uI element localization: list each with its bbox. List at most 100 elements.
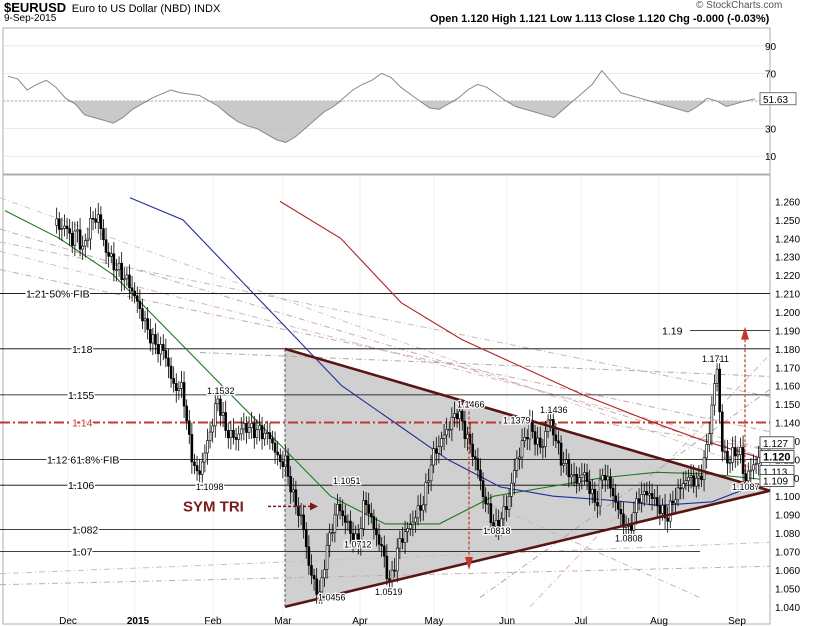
price-bar-body: [447, 428, 451, 431]
price-bar-body: [224, 412, 227, 431]
price-bar-body: [596, 502, 599, 507]
price-bar-body: [583, 472, 586, 476]
price-bar-body: [320, 577, 324, 593]
price-bar-body: [185, 405, 188, 422]
price-bar-body: [588, 481, 591, 494]
price-bar-body: [263, 432, 266, 440]
price-bar-body: [616, 502, 620, 510]
level-label: 1.082: [72, 524, 98, 536]
price-bar-body: [590, 488, 594, 494]
price-tick-label: 1.230: [775, 253, 800, 264]
price-badge: 1.127: [759, 436, 795, 450]
price-bar-body: [182, 382, 186, 407]
price-tick-label: 1.170: [775, 363, 800, 374]
price-bar-body: [497, 519, 500, 529]
price-bar-body: [213, 403, 217, 427]
price-bar-body: [479, 469, 482, 481]
price-bar-body: [416, 505, 420, 519]
rsi-tick-label: 70: [765, 69, 777, 80]
rsi-current-badge: 51.63: [759, 92, 797, 106]
price-bar-body: [541, 446, 545, 448]
price-bar-body: [525, 437, 529, 440]
price-badge: 1.109: [759, 474, 795, 488]
price-annotation: 1.1051: [333, 476, 361, 486]
price-bar-body: [434, 448, 438, 454]
price-bar-body: [271, 438, 274, 444]
rsi-tick-label: 10: [765, 152, 777, 163]
trend-line: [0, 565, 771, 586]
price-bar-body: [343, 515, 347, 523]
price-bar-body: [346, 520, 350, 523]
trend-line: [0, 269, 771, 433]
price-bar-body: [684, 480, 688, 484]
price-tick-label: 1.160: [775, 382, 800, 393]
price-tick-label: 1.080: [775, 529, 800, 540]
price-bar-body: [505, 506, 508, 510]
price-bar-body: [94, 218, 97, 223]
price-bar-body: [739, 447, 742, 455]
price-bar-body: [424, 482, 428, 506]
price-bar-body: [601, 475, 604, 481]
price-bar-body: [458, 410, 461, 420]
price-tick-label: 1.090: [775, 511, 800, 522]
price-bar-body: [557, 440, 560, 444]
price-bar-body: [70, 233, 74, 246]
price-tick-label: 1.260: [775, 197, 800, 208]
trend-line: [0, 197, 771, 475]
level-label: 1.18: [72, 344, 93, 356]
price-bar-body: [398, 538, 402, 549]
price-bar-body: [512, 470, 516, 484]
price-bar-body: [450, 416, 454, 430]
price-bar-body: [466, 433, 469, 440]
x-tick-label: Sep: [728, 616, 746, 626]
price-bar-body: [460, 410, 464, 422]
price-bar-body: [736, 454, 740, 457]
price-bar-body: [533, 431, 537, 445]
price-bar-body: [81, 245, 84, 250]
price-bar-body: [226, 430, 230, 439]
price-bar-body: [203, 452, 207, 463]
price-bar-body: [393, 569, 396, 572]
price-bar-body: [78, 229, 82, 250]
price-bar-body: [128, 274, 131, 289]
price-annotation: 1.1466: [457, 399, 485, 409]
price-tick-label: 1.140: [775, 419, 800, 430]
price-bar-body: [146, 318, 149, 330]
price-bar-body: [622, 513, 625, 528]
price-tick-label: 1.190: [775, 326, 800, 337]
price-bar-body: [679, 487, 682, 490]
price-bar-body: [744, 473, 747, 482]
price-annotation: 1.0808: [615, 534, 643, 544]
price-bar-body: [603, 475, 607, 481]
price-bar-body: [471, 443, 474, 457]
price-bar-body: [156, 343, 160, 355]
price-bar-body: [648, 493, 651, 496]
x-tick-label: Jul: [575, 616, 588, 626]
price-bar-body: [195, 465, 199, 472]
price-bar-body: [671, 500, 675, 504]
price-bar-body: [60, 228, 64, 230]
price-bar-body: [700, 475, 703, 481]
price-bar-body: [174, 383, 178, 392]
price-bar-body: [369, 513, 373, 517]
price-bar-body: [432, 448, 435, 466]
price-bar-body: [102, 228, 105, 241]
price-tick-label: 1.040: [775, 603, 800, 614]
price-bar-body: [141, 308, 144, 322]
price-bar-body: [492, 522, 495, 528]
price-bar-body: [239, 428, 243, 435]
price-bar-body: [609, 476, 612, 489]
price-bar-body: [304, 529, 308, 548]
price-badge-box: [759, 450, 795, 464]
price-bar-body: [359, 528, 363, 545]
price-bar-body: [125, 274, 129, 280]
price-bar-body: [718, 368, 721, 413]
price-bar-body: [637, 498, 641, 503]
price-bar-body: [531, 421, 534, 432]
price-bar-body: [312, 574, 316, 580]
price-tick-label: 1.180: [775, 345, 800, 356]
price-bar-body: [741, 447, 745, 474]
price-tick-label: 1.060: [775, 566, 800, 577]
price-bar-body: [341, 510, 344, 517]
